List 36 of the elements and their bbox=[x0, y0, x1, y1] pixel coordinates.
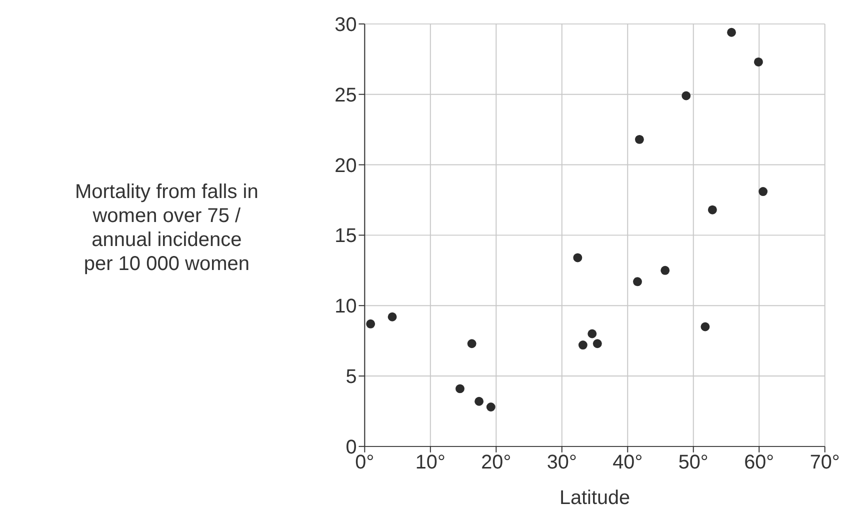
x-tick-label: 0° bbox=[356, 451, 375, 474]
point bbox=[366, 319, 376, 328]
y-tick-label: 0 bbox=[346, 436, 358, 458]
point bbox=[456, 384, 465, 394]
point bbox=[635, 134, 644, 144]
point bbox=[468, 339, 477, 348]
y-tick-label: 25 bbox=[335, 84, 358, 106]
point bbox=[588, 329, 597, 338]
x-tick-label: 20° bbox=[482, 451, 512, 474]
x-axis-title: Latitude bbox=[560, 486, 630, 509]
point bbox=[754, 58, 764, 66]
point bbox=[486, 402, 496, 412]
x-tick-label: 60° bbox=[744, 451, 774, 474]
point bbox=[660, 266, 670, 275]
x-tick-label: 50° bbox=[678, 451, 709, 474]
y-tick-label: 15 bbox=[335, 225, 358, 248]
x-tick-label: 30° bbox=[547, 451, 578, 474]
point bbox=[727, 28, 736, 37]
point bbox=[474, 396, 484, 406]
point bbox=[701, 322, 710, 332]
point bbox=[578, 340, 588, 350]
y-axis-title: Mortality from falls in women over 75 / annual incidence per 10 000 women bbox=[74, 180, 258, 276]
point bbox=[758, 187, 768, 196]
y-tick-label: 10 bbox=[335, 296, 358, 318]
x-tick-label: 10° bbox=[416, 451, 446, 474]
point bbox=[708, 205, 718, 214]
point bbox=[593, 339, 602, 348]
x-tick-label: 40° bbox=[613, 451, 643, 474]
point bbox=[574, 253, 583, 262]
point bbox=[682, 91, 691, 100]
y-tick-label: 20 bbox=[335, 154, 358, 177]
point bbox=[633, 277, 642, 286]
y-tick-label: 5 bbox=[346, 366, 358, 388]
point bbox=[388, 312, 398, 322]
x-tick-label: 70° bbox=[810, 451, 840, 474]
y-tick-label: 30 bbox=[335, 14, 358, 36]
